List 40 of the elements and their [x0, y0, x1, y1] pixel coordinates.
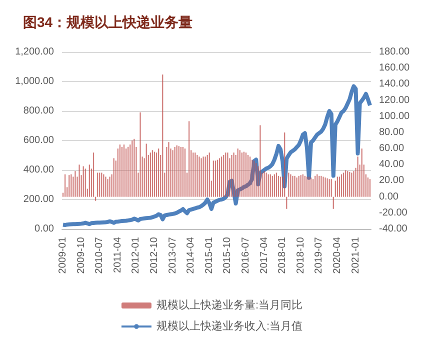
y2-tick-label: 40.00: [379, 159, 404, 170]
y-tick-label: 0.00: [34, 224, 54, 234]
y2-tick-label: 100.00: [379, 110, 410, 122]
y-tick-label: 1,200.00: [15, 46, 54, 58]
y2-tick-label: 140.00: [379, 78, 410, 90]
y2-tick-label: 0.00: [379, 191, 399, 202]
y2-tick-label: 180.00: [379, 46, 410, 58]
x-tick-label: 2021-01: [350, 236, 362, 274]
y2-tick-label: 120.00: [379, 94, 410, 106]
x-tick-label: 2011-04: [112, 236, 124, 273]
x-tick-label: 2018-01: [277, 236, 288, 274]
y-tick-label: 200.00: [23, 194, 54, 205]
chart-title: 图34：规模以上快递业务量: [23, 14, 193, 30]
y2-tick-label: 20.00: [379, 175, 404, 186]
line-series: [61, 84, 372, 228]
y-tick-label: 800.00: [23, 106, 54, 116]
x-tick-label: 2015-10: [222, 236, 234, 274]
y2-tick-label: 160.00: [379, 62, 410, 74]
x-tick-label: 2010-07: [94, 236, 106, 274]
legend-label: 规模以上快递业务量:当月同比: [156, 298, 303, 312]
x-tick-label: 2012-10: [148, 236, 160, 274]
y-tick-label: 600.00: [23, 135, 54, 146]
y-tick-label: 1,000.00: [15, 76, 54, 87]
legend-label: 规模以上快递业务收入:当月值: [156, 320, 303, 332]
x-tick-label: 2009-10: [76, 236, 87, 274]
x-tick-label: 2016-07: [240, 236, 252, 274]
y2-tick-label: -20.00: [379, 207, 408, 218]
x-tick-label: 2009-01: [58, 236, 69, 274]
y2-tick-label: 60.00: [379, 143, 404, 154]
x-tick-label: 2013-07: [167, 236, 178, 274]
x-tick-label: 2020-04: [332, 236, 343, 274]
y2-tick-label: 80.00: [379, 126, 404, 138]
x-tick-label: 2014-04: [186, 236, 197, 274]
x-tick-label: 2018-10: [295, 236, 306, 274]
y2-tick-label: -40.00: [379, 224, 408, 234]
x-tick-label: 2012-01: [130, 236, 142, 274]
x-tick-label: 2017-04: [258, 236, 270, 274]
y-tick-label: 400.00: [23, 164, 54, 176]
x-tick-label: 2019-07: [314, 236, 325, 274]
x-tick-label: 2015-01: [204, 236, 215, 274]
